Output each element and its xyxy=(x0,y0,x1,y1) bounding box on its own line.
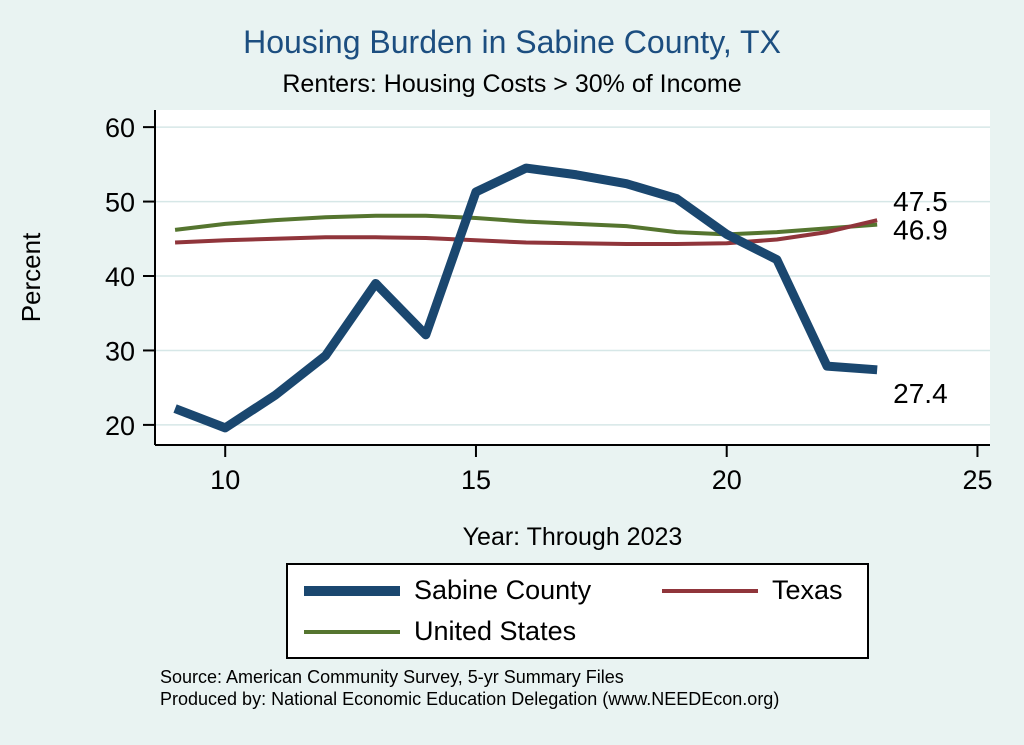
legend: Sabine County Texas United States xyxy=(286,563,869,659)
series-line-texas xyxy=(174,218,878,246)
legend-line-sample-united-states xyxy=(304,629,400,634)
produced-by-line: Produced by: National Economic Education… xyxy=(160,689,780,709)
legend-line-sample-texas xyxy=(662,588,758,593)
x-tick-label: 10 xyxy=(210,465,240,495)
x-tick-label: 20 xyxy=(712,465,742,495)
legend-line-sample-sabine-county xyxy=(304,585,400,596)
legend-label: Sabine County xyxy=(414,575,592,605)
series-line-united-states xyxy=(174,213,878,237)
legend-item-texas: Texas xyxy=(662,575,867,606)
end-label-sabine-county: 27.4 xyxy=(893,378,948,409)
x-tick-label: 25 xyxy=(962,465,992,495)
end-label-united-states: 46.9 xyxy=(893,215,948,246)
y-tick-label: 20 xyxy=(105,411,135,441)
legend-item-united-states: United States xyxy=(304,616,662,647)
series-line-sabine-county xyxy=(173,163,878,433)
line-chart: 20 30 40 50 60 10 15 20 25 Percent 27.4 47.546.9 xyxy=(16,110,992,495)
x-tick-label: 15 xyxy=(461,465,491,495)
y-tick-label: 50 xyxy=(105,188,135,218)
legend-label: Texas xyxy=(772,575,843,605)
y-tick-label: 30 xyxy=(105,336,135,366)
source-notes: Source: American Community Survey, 5-yr … xyxy=(160,666,779,710)
legend-item-sabine-county: Sabine County xyxy=(304,575,662,606)
legend-label: United States xyxy=(414,616,577,646)
end-label-texas: 47.5 xyxy=(893,186,948,217)
x-axis-title: Year: Through 2023 xyxy=(462,523,683,551)
y-tick-label: 60 xyxy=(105,113,135,143)
y-axis-title: Percent xyxy=(16,232,46,322)
chart-title: Housing Burden in Sabine County, TX xyxy=(243,24,781,60)
source-line: Source: American Community Survey, 5-yr … xyxy=(160,667,624,687)
chart-subtitle: Renters: Housing Costs > 30% of Income xyxy=(282,70,742,98)
plot-area xyxy=(155,110,990,445)
y-tick-label: 40 xyxy=(105,262,135,292)
